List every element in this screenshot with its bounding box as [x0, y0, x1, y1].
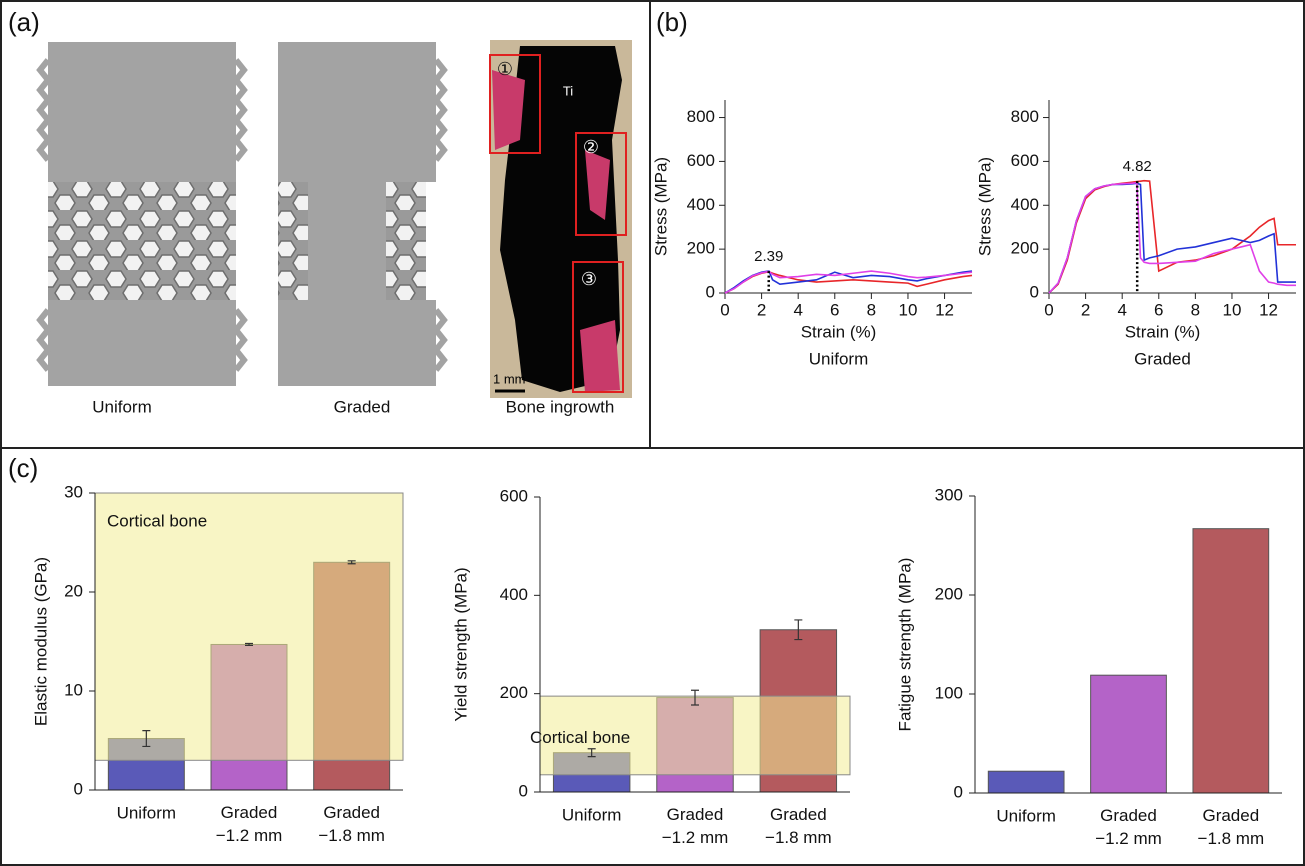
stress-strain-curve [1049, 181, 1296, 293]
y-tick-label: 30 [64, 482, 83, 501]
reference-band [95, 493, 403, 760]
y-tick-label: 0 [519, 781, 528, 800]
image-caption: Bone ingrowth [506, 397, 615, 416]
y-tick-label: 400 [687, 195, 715, 214]
x-tick-label: 2 [1081, 300, 1090, 319]
y-tick-label: 0 [74, 779, 83, 798]
y-tick-label: 200 [1011, 239, 1039, 258]
x-tick-label: 10 [1223, 300, 1242, 319]
x-tick-label: Uniform [996, 806, 1056, 825]
y-tick-label: 0 [706, 282, 715, 301]
y-tick-label: 400 [500, 585, 528, 604]
region-label: ③ [581, 269, 597, 289]
figure: (a) (b) (c) ① ② ③ Ti 1 mm Unifo [0, 0, 1305, 866]
y-tick-label: 20 [64, 581, 83, 600]
x-tick-label: Graded−1.2 mm [662, 805, 729, 847]
y-tick-label: 200 [500, 683, 528, 702]
chart-title: Uniform [809, 349, 869, 368]
y-tick-label: 600 [500, 486, 528, 505]
x-tick-label: Graded−1.8 mm [1198, 806, 1265, 848]
material-label: Ti [563, 83, 573, 98]
x-tick-label: 6 [830, 300, 839, 319]
x-tick-label: 4 [793, 300, 802, 319]
y-tick-label: 200 [687, 239, 715, 258]
x-tick-label: Uniform [117, 803, 177, 822]
region-label: ① [497, 59, 513, 79]
bar [1193, 529, 1269, 793]
uniform-specimen [40, 42, 244, 386]
panel-label: (a) [8, 7, 40, 37]
graded-specimen [278, 42, 444, 386]
x-tick-label: 4 [1117, 300, 1126, 319]
x-tick-label: 8 [1191, 300, 1200, 319]
y-tick-label: 400 [1011, 195, 1039, 214]
stress-strain-curve [725, 272, 972, 293]
y-axis-label: Elastic modulus (GPa) [31, 557, 50, 726]
panel-label: (c) [8, 453, 38, 483]
y-tick-label: 600 [687, 151, 715, 170]
band-label: Cortical bone [107, 511, 207, 530]
x-tick-label: Graded−1.8 mm [318, 803, 385, 845]
y-axis-label: Yield strength (MPa) [451, 567, 470, 721]
chart-title: Graded [1134, 349, 1191, 368]
bone-ingrowth-image: ① ② ③ Ti 1 mm [490, 40, 632, 398]
y-tick-label: 300 [935, 485, 963, 504]
stress-strain-curve [1049, 183, 1296, 293]
x-tick-label: 0 [720, 300, 729, 319]
x-tick-label: 8 [867, 300, 876, 319]
x-tick-label: 6 [1154, 300, 1163, 319]
x-axis-label: Strain (%) [1125, 322, 1201, 341]
region-label: ② [583, 137, 599, 157]
y-tick-label: 0 [1030, 282, 1039, 301]
x-tick-label: 10 [899, 300, 918, 319]
image-caption: Graded [334, 397, 391, 416]
y-axis-label: Stress (MPa) [651, 157, 670, 256]
image-caption: Uniform [92, 397, 152, 416]
x-tick-label: 2 [757, 300, 766, 319]
x-tick-label: 12 [935, 300, 954, 319]
bar [1091, 675, 1167, 793]
marker-label: 2.39 [754, 248, 783, 265]
y-tick-label: 0 [954, 782, 963, 801]
band-label: Cortical bone [530, 728, 630, 747]
y-tick-label: 10 [64, 680, 83, 699]
x-tick-label: 0 [1044, 300, 1053, 319]
y-tick-label: 800 [1011, 107, 1039, 126]
x-axis-label: Strain (%) [801, 322, 877, 341]
y-tick-label: 600 [1011, 151, 1039, 170]
y-tick-label: 200 [935, 584, 963, 603]
scale-bar-label: 1 mm [493, 371, 526, 386]
x-tick-label: 12 [1259, 300, 1278, 319]
x-tick-label: Uniform [562, 805, 622, 824]
marker-label: 4.82 [1123, 158, 1152, 175]
y-tick-label: 800 [687, 107, 715, 126]
x-tick-label: Graded−1.2 mm [216, 803, 283, 845]
y-axis-label: Fatigue strength (MPa) [895, 558, 914, 732]
x-tick-label: Graded−1.2 mm [1095, 806, 1162, 848]
panel-label: (b) [656, 7, 688, 37]
y-axis-label: Stress (MPa) [975, 157, 994, 256]
bar [988, 771, 1064, 793]
y-tick-label: 100 [935, 683, 963, 702]
x-tick-label: Graded−1.8 mm [765, 805, 832, 847]
